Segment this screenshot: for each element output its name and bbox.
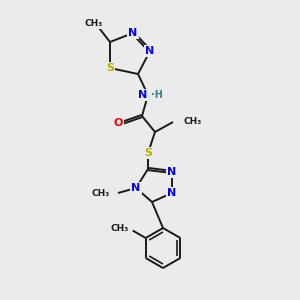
Text: CH₃: CH₃ [92,188,110,197]
Text: S: S [106,63,114,73]
Text: N: N [138,90,148,100]
Text: CH₃: CH₃ [110,224,129,233]
Text: N: N [128,28,138,38]
Text: S: S [144,148,152,158]
Text: N: N [131,183,141,193]
Text: CH₃: CH₃ [85,20,103,28]
Text: ·H: ·H [151,90,163,100]
Text: N: N [146,46,154,56]
Text: N: N [167,188,177,198]
Text: CH₃: CH₃ [183,116,201,125]
Text: O: O [113,118,123,128]
Text: N: N [167,167,177,177]
